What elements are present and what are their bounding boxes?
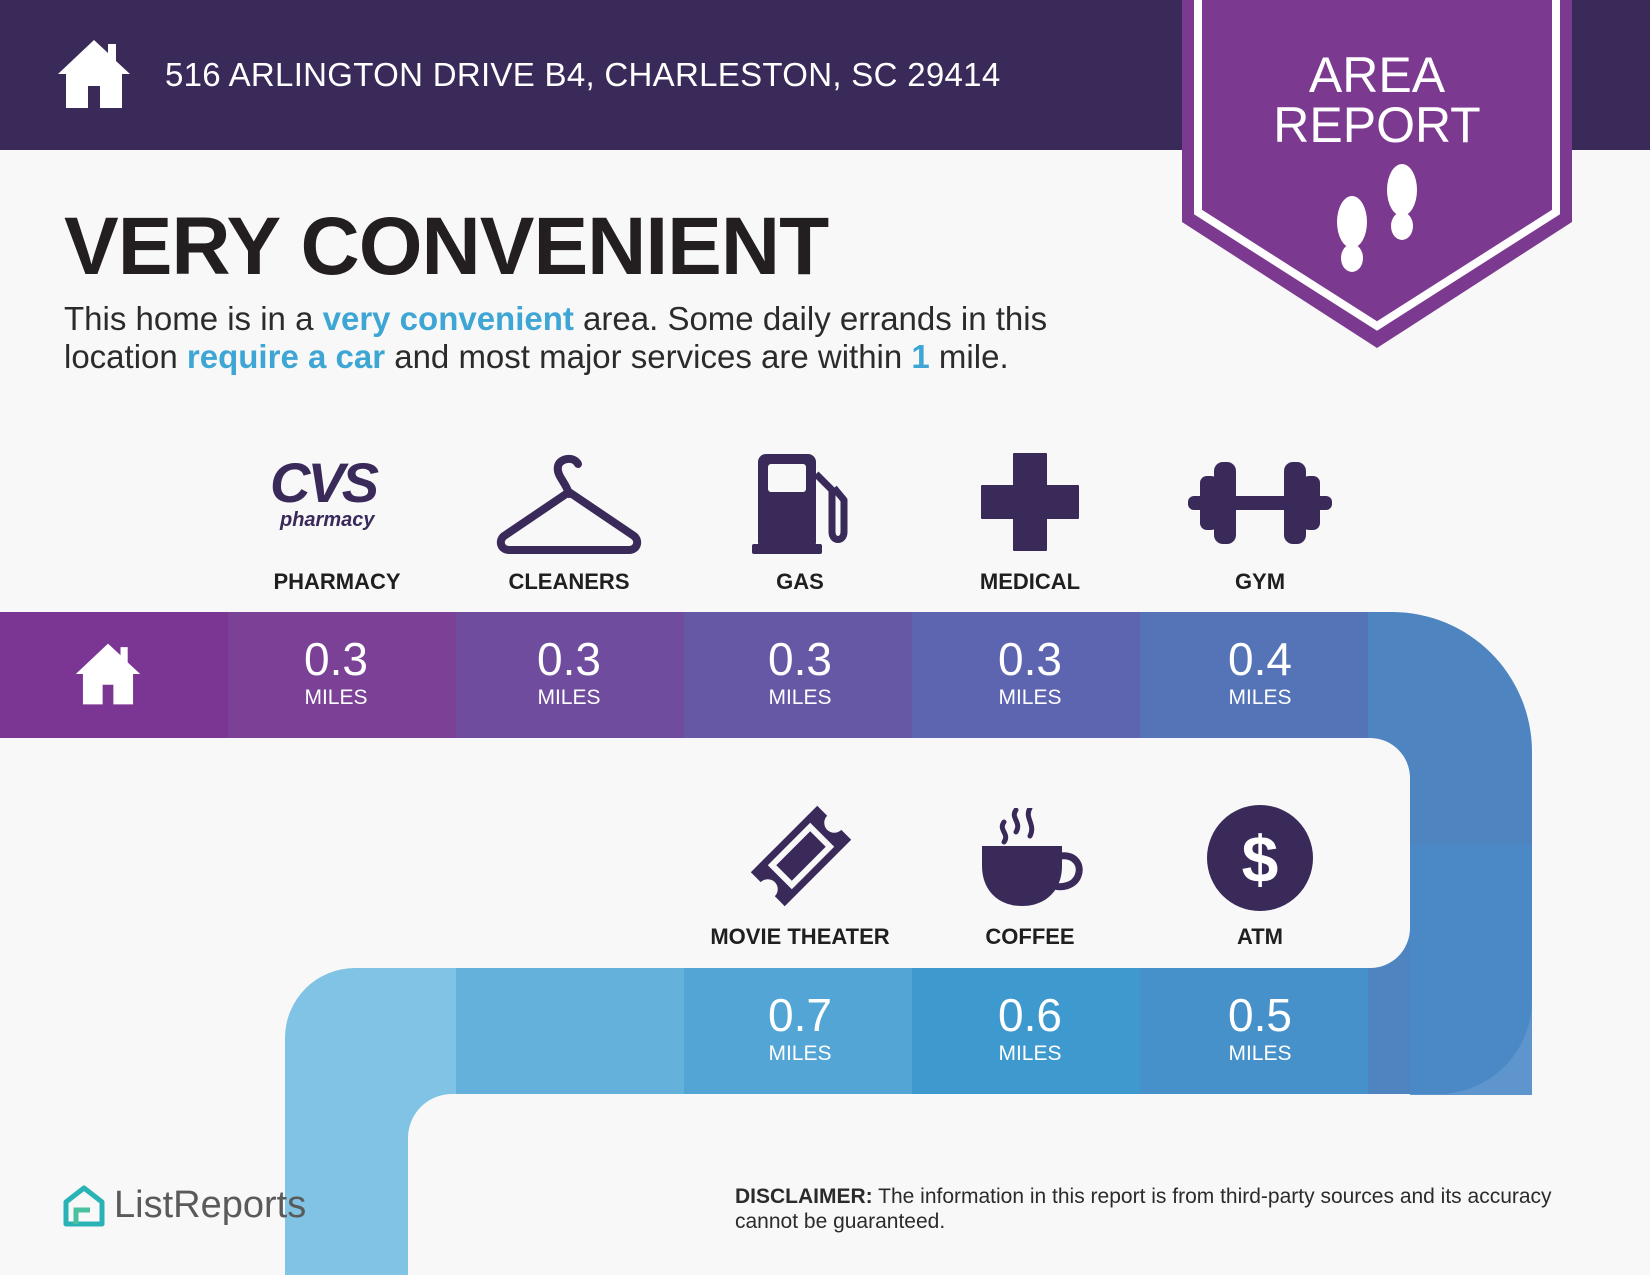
- ticket-icon: [750, 805, 852, 907]
- stop-label-cleaners: CLEANERS: [508, 569, 630, 594]
- disclaimer-text: The information in this report is from t…: [735, 1185, 1552, 1233]
- distance-medical: 0.3 MILES: [916, 612, 1144, 738]
- distance-atm: 0.5 MILES: [1146, 968, 1374, 1094]
- cvs-brand: CVS: [270, 451, 379, 514]
- hanger-icon: [496, 455, 642, 554]
- stop-label-gas: GAS: [776, 569, 824, 594]
- distance-value: 0.5: [1228, 989, 1292, 1041]
- distance-value: 0.3: [768, 633, 832, 685]
- medical-cross-icon: [981, 453, 1079, 551]
- distance-cleaners: 0.3 MILES: [455, 612, 683, 738]
- svg-text:$: $: [1242, 822, 1279, 896]
- distance-value: 0.4: [1228, 633, 1292, 685]
- stop-label-coffee: COFFEE: [985, 924, 1075, 949]
- home-icon: [58, 40, 130, 108]
- stop-label-gym: GYM: [1234, 569, 1286, 594]
- disclaimer: DISCLAIMER: The information in this repo…: [735, 1184, 1595, 1234]
- stop-label-movie-theater: MOVIE THEATER: [710, 924, 890, 949]
- distance-value: 0.3: [537, 633, 601, 685]
- distance-value: 0.6: [998, 989, 1062, 1041]
- stop-label-pharmacy: PHARMACY: [273, 569, 401, 594]
- distance-value: 0.3: [998, 633, 1062, 685]
- badge-line-1: AREA: [1308, 47, 1446, 103]
- desc-text: mile.: [929, 338, 1009, 375]
- distance-unit: MILES: [768, 686, 832, 709]
- desc-highlight: require a car: [186, 338, 386, 375]
- home-start-icon: [75, 643, 141, 705]
- distance-unit: MILES: [304, 686, 368, 709]
- distance-unit: MILES: [768, 1042, 832, 1065]
- distance-unit: MILES: [1228, 686, 1292, 709]
- stop-label-medical: MEDICAL: [979, 569, 1081, 594]
- distance-movie-theater: 0.7 MILES: [686, 968, 914, 1094]
- dumbbell-icon: [1188, 462, 1332, 544]
- distance-coffee: 0.6 MILES: [916, 968, 1144, 1094]
- page-title: VERY CONVENIENT: [64, 201, 829, 292]
- dollar-icon: $: [1207, 805, 1313, 911]
- footprints-icon: [1337, 164, 1417, 272]
- distance-unit: MILES: [998, 686, 1062, 709]
- distance-unit: MILES: [998, 1042, 1062, 1065]
- distance-gas: 0.3 MILES: [686, 612, 914, 738]
- gas-pump-icon: [752, 454, 848, 554]
- desc-text: and most major services are within: [385, 338, 912, 375]
- desc-text: area. Some daily errands in this locatio…: [64, 300, 1048, 375]
- listreports-logo-icon: [63, 1185, 105, 1227]
- distance-unit: MILES: [537, 686, 601, 709]
- badge-title: AREA REPORT: [1182, 50, 1572, 150]
- property-address: 516 ARLINGTON DRIVE B4, CHARLESTON, SC 2…: [165, 56, 1001, 93]
- stop-label-atm: ATM: [1236, 924, 1284, 949]
- coffee-cup-icon: [982, 808, 1083, 906]
- distance-value: 0.7: [768, 989, 832, 1041]
- disclaimer-label: DISCLAIMER:: [735, 1185, 873, 1208]
- badge-line-2: REPORT: [1273, 97, 1481, 153]
- desc-highlight: very convenient: [322, 300, 574, 337]
- desc-highlight: 1: [911, 338, 930, 375]
- cvs-pharmacy-logo: CVS pharmacy: [270, 455, 400, 535]
- distance-gym: 0.4 MILES: [1146, 612, 1374, 738]
- area-report-badge: [1182, 0, 1572, 348]
- distance-value: 0.3: [304, 633, 368, 685]
- cvs-sub: pharmacy: [280, 509, 375, 531]
- listreports-logo: ListReports: [114, 1184, 307, 1226]
- distance-pharmacy: 0.3 MILES: [222, 612, 450, 738]
- distance-unit: MILES: [1228, 1042, 1292, 1065]
- desc-text: This home is in a: [64, 300, 323, 337]
- summary-text: This home is in a very convenient area. …: [64, 300, 1164, 376]
